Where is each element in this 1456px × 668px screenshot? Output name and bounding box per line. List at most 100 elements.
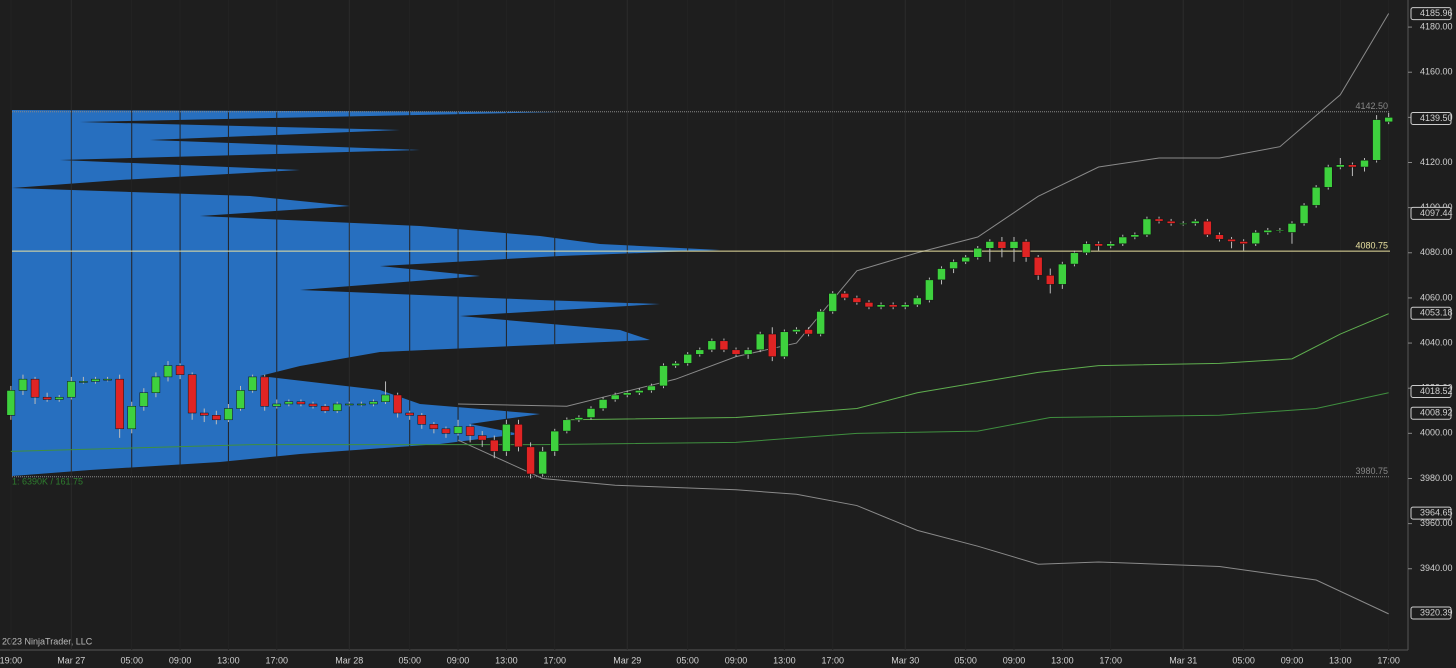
price-marker [1410, 7, 1452, 21]
candle-body [151, 376, 161, 393]
candle-body [405, 412, 414, 416]
candle-body [1118, 236, 1128, 245]
candle-body [550, 430, 559, 452]
y-tick-label: 4000.00 [1420, 428, 1453, 438]
candle-body [1082, 243, 1091, 254]
candle-body [54, 396, 64, 400]
candle-body [755, 333, 765, 351]
candle-body [695, 349, 705, 355]
candle-body [949, 261, 958, 269]
x-tick-label: 17:00 [543, 655, 566, 665]
candle-body [1058, 263, 1067, 285]
x-tick-label: 05:00 [954, 655, 977, 665]
candle-body [852, 297, 862, 303]
candle-body [490, 439, 499, 452]
x-tick-label: 05:00 [398, 655, 421, 665]
candle-body [224, 408, 233, 421]
candle-body [876, 304, 886, 308]
candle-body [30, 378, 40, 398]
candle-body [925, 279, 934, 301]
candle-body [308, 403, 318, 407]
candle-body [985, 241, 995, 249]
x-tick-label: 05:00 [120, 655, 143, 665]
candle-body [260, 376, 269, 407]
candle-body [127, 406, 136, 430]
candle-body [345, 403, 354, 406]
candle-body [79, 381, 88, 383]
candle-body [1106, 243, 1115, 247]
candle-body [804, 329, 813, 335]
y-tick-label: 3940.00 [1420, 563, 1453, 573]
candle-body [320, 406, 330, 412]
candle-body [598, 399, 608, 409]
candle-body [1336, 164, 1345, 168]
x-tick-label: 09:00 [169, 655, 192, 665]
x-tick-label: 17:00 [1377, 655, 1400, 665]
price-marker-label: 4053.18 [1420, 308, 1453, 318]
candle-body [635, 390, 644, 393]
x-tick-label: 09:00 [447, 655, 470, 665]
y-tick-label: 4040.00 [1420, 337, 1453, 347]
candle-body [1046, 275, 1055, 285]
x-tick-label: Mar 31 [1169, 655, 1197, 665]
candle-body [937, 268, 946, 281]
candle-body [1166, 220, 1176, 224]
y-tick-label: 3960.00 [1420, 518, 1453, 528]
price-marker [1410, 606, 1452, 620]
candle-body [538, 451, 547, 475]
candle-body [514, 424, 523, 448]
candle-body [272, 403, 282, 407]
x-tick-label: 09:00 [1003, 655, 1026, 665]
x-tick-label: 13:00 [1051, 655, 1074, 665]
candle-body [212, 415, 221, 421]
profile-label: 1: 6390K / 161.75 [12, 476, 83, 486]
price-marker-label: 4097.44 [1420, 208, 1453, 218]
candle-body [357, 403, 366, 406]
indicator-line [458, 13, 1390, 407]
candle-body [477, 435, 487, 441]
copyright: 2023 NinjaTrader, LLC [2, 636, 93, 646]
candle-body [731, 349, 741, 355]
candle-body [175, 365, 185, 375]
candle-body [369, 401, 378, 405]
x-tick-label: Mar 28 [335, 655, 363, 665]
candle-body [1299, 205, 1309, 224]
candle-body [236, 390, 245, 409]
candle-body [1311, 187, 1321, 206]
candle-body [502, 424, 511, 452]
candle-body [792, 329, 801, 333]
candle-body [1021, 241, 1031, 258]
candle-body [562, 419, 572, 432]
candle-body [1263, 229, 1273, 233]
x-tick-label: 13:00 [217, 655, 240, 665]
candle-body [1287, 223, 1297, 233]
price-marker [1410, 385, 1452, 399]
candle-body [1372, 119, 1381, 161]
candle-body [707, 340, 717, 351]
candle-body [1275, 229, 1285, 232]
candle-body [67, 381, 76, 398]
candle-body [1384, 117, 1393, 123]
candle-body [671, 363, 680, 366]
y-tick-label: 4060.00 [1420, 292, 1453, 302]
x-tick-label: 17:00 [266, 655, 289, 665]
candle-body [1178, 223, 1188, 225]
y-tick-label: 4160.00 [1420, 67, 1453, 77]
x-tick-label: 19:00 [0, 655, 22, 665]
candle-body [42, 396, 52, 400]
price-marker-label: 3964.65 [1420, 507, 1453, 517]
candle-body [18, 378, 28, 391]
y-tick-label: 4180.00 [1420, 21, 1453, 31]
price-marker [1410, 111, 1452, 125]
candle-body [381, 394, 390, 402]
candle-body [429, 424, 439, 430]
indicator-line [457, 439, 1389, 615]
candle-body [997, 241, 1007, 249]
candle-body [248, 376, 257, 391]
candle-body [840, 293, 850, 299]
x-tick-label: 09:00 [725, 655, 748, 665]
candle-body [610, 394, 620, 400]
indicator-line [10, 392, 1389, 452]
y-tick-label: 4120.00 [1420, 157, 1453, 167]
candle-body [332, 403, 342, 412]
